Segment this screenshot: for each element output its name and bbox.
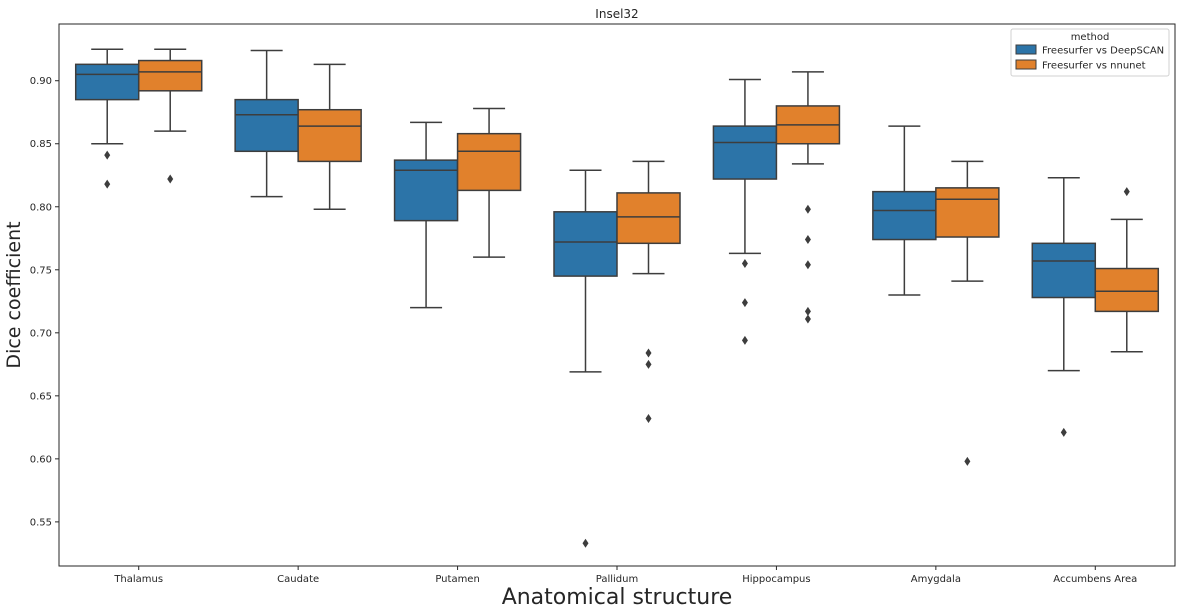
box-body: [872, 190, 937, 241]
legend-swatch: [1015, 44, 1037, 55]
x-tick-label: Pallidum: [596, 574, 638, 585]
outlier-point: [741, 258, 748, 268]
box-body: [137, 59, 203, 92]
x-axis-label: Anatomical structure: [502, 585, 733, 610]
outlier-point: [582, 538, 589, 548]
plot-area: 0.55 0.60 0.65 0.70 0.75 0.80 0.85 0.90 Thalamus…: [30, 23, 1176, 585]
x-tick-label: Hippocampus: [742, 574, 810, 585]
y-tick-label: 0.80: [30, 202, 52, 213]
x-tick-label: Putamen: [435, 574, 479, 585]
outlier-point: [804, 314, 811, 324]
x-tick-label: Thalamus: [113, 574, 163, 585]
legend-label: Freesurfer vs DeepSCAN: [1042, 46, 1164, 57]
y-tick-label: 0.75: [30, 265, 52, 276]
legend-swatch: [1015, 59, 1037, 70]
box-group: [297, 63, 362, 211]
chart-title: Insel32: [595, 7, 638, 21]
y-tick-label: 0.65: [30, 391, 52, 402]
y-tick-label: 0.70: [30, 328, 52, 339]
outlier-point: [804, 260, 811, 270]
box-group: [234, 49, 299, 198]
box-group: [1094, 187, 1160, 353]
legend-title: method: [1071, 32, 1110, 43]
legend-frame: [1010, 28, 1170, 77]
box-body: [616, 192, 681, 245]
box-body: [1031, 242, 1097, 299]
outlier-point: [964, 456, 971, 466]
outlier-point: [804, 235, 811, 245]
outlier-point: [645, 359, 652, 369]
y-tick-label: 0.85: [30, 139, 52, 150]
box-body: [393, 159, 459, 222]
y-tick-label: 0.90: [30, 76, 52, 87]
box-body: [456, 132, 522, 192]
outlier-point: [741, 335, 748, 345]
box-body: [553, 211, 618, 277]
y-axis-label: Dice coefficient: [3, 221, 25, 368]
outlier-point: [645, 414, 652, 424]
x-tick-label: Accumbens Area: [1053, 574, 1137, 585]
box-group: [872, 125, 937, 296]
outlier-point: [741, 298, 748, 308]
box-body: [935, 187, 1000, 238]
box-group: [712, 78, 778, 345]
box-group: [553, 169, 618, 548]
outlier-point: [804, 306, 811, 316]
x-tick-label: Caudate: [277, 574, 319, 585]
box-body: [74, 63, 140, 101]
box-body: [297, 108, 362, 163]
y-tick-label: 0.55: [30, 517, 52, 528]
outlier-point: [1123, 187, 1130, 197]
box-group: [616, 160, 681, 424]
outlier-point: [167, 174, 174, 184]
box-group: [935, 160, 1000, 466]
box-body: [234, 98, 299, 153]
x-tick-label: Amygdala: [911, 574, 961, 585]
outlier-point: [1060, 427, 1067, 437]
legend-label: Freesurfer vs nnunet: [1042, 61, 1146, 72]
outlier-point: [104, 179, 111, 189]
outlier-point: [804, 204, 811, 214]
plot-frame: [58, 23, 1176, 567]
box-group: [74, 48, 140, 189]
box-body: [1094, 267, 1160, 313]
box-group: [1031, 177, 1097, 437]
outlier-point: [104, 150, 111, 160]
y-tick-label: 0.60: [30, 454, 52, 465]
outlier-point: [645, 348, 652, 358]
box-body: [712, 125, 778, 180]
box-group: [393, 121, 459, 309]
legend: method Freesurfer vs DeepSCAN Freesurfer v…: [1010, 28, 1170, 77]
box-group: [137, 48, 203, 184]
box-group: [775, 71, 841, 324]
box-group: [456, 107, 522, 258]
